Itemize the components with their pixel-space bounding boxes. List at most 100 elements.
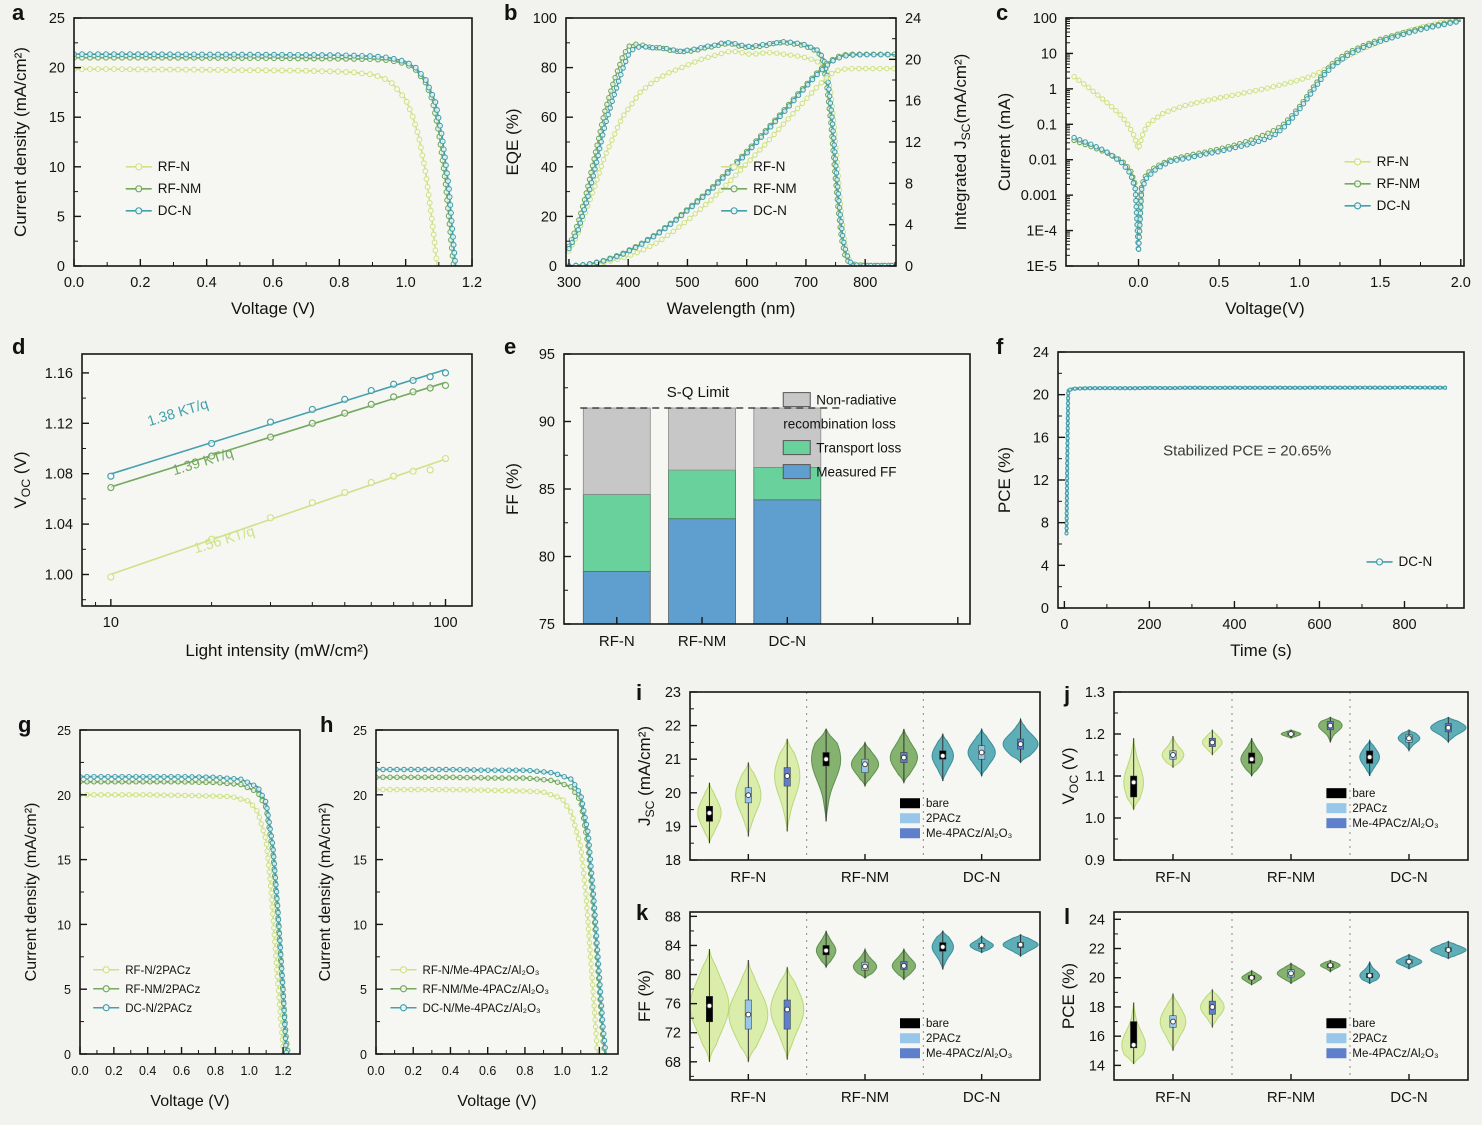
panel-j: j RF-N RF-NM DC-N bare 2PACz Me-4PACz/Al₂O₃ 0.… xyxy=(1056,682,1480,904)
svg-text:0.2: 0.2 xyxy=(105,1064,122,1078)
panel-letter-g: g xyxy=(18,712,32,737)
svg-text:RF-N: RF-N xyxy=(1155,1089,1191,1106)
svg-text:DC-N/Me-4PACz/Al₂O₃: DC-N/Me-4PACz/Al₂O₃ xyxy=(423,1003,542,1015)
svg-text:90: 90 xyxy=(539,415,555,431)
svg-text:12: 12 xyxy=(1033,473,1049,489)
panel-letter-j: j xyxy=(1064,682,1071,707)
svg-text:20: 20 xyxy=(57,789,71,803)
svg-text:21: 21 xyxy=(665,752,681,768)
svg-text:1.0: 1.0 xyxy=(396,275,416,291)
svg-text:5: 5 xyxy=(64,983,71,997)
svg-text:16: 16 xyxy=(1089,1029,1105,1045)
svg-text:Current density (mA/cm²): Current density (mA/cm²) xyxy=(23,803,40,982)
svg-text:400: 400 xyxy=(616,275,640,291)
svg-text:0.1: 0.1 xyxy=(1037,117,1057,133)
svg-text:60: 60 xyxy=(541,110,557,126)
svg-text:20: 20 xyxy=(541,209,557,225)
svg-text:Measured FF: Measured FF xyxy=(816,465,896,480)
svg-text:25: 25 xyxy=(49,11,65,27)
svg-text:0.4: 0.4 xyxy=(197,275,217,291)
svg-text:RF-N: RF-N xyxy=(1377,154,1409,169)
svg-text:100: 100 xyxy=(1033,11,1057,27)
svg-text:12: 12 xyxy=(905,135,921,151)
svg-text:Voltage (V): Voltage (V) xyxy=(231,299,315,318)
svg-text:2PACz: 2PACz xyxy=(926,813,961,825)
svg-text:DC-N/2PACz: DC-N/2PACz xyxy=(125,1003,192,1015)
svg-text:5: 5 xyxy=(57,209,65,225)
svg-text:RF-N: RF-N xyxy=(1155,869,1191,886)
svg-text:Non-radiative: Non-radiative xyxy=(816,393,896,408)
panel-h: h 0.0 0.2 0.4 0.6 0.8 1.0 1.2 0 5 10 15 20 25 Voltage… xyxy=(312,690,630,1120)
svg-text:bare: bare xyxy=(926,798,949,810)
svg-text:25: 25 xyxy=(57,724,71,738)
svg-text:0: 0 xyxy=(57,259,65,275)
svg-text:RF-N: RF-N xyxy=(599,633,635,650)
svg-text:700: 700 xyxy=(794,275,818,291)
svg-text:75: 75 xyxy=(539,617,555,633)
svg-text:18: 18 xyxy=(665,853,681,869)
svg-text:RF-NM: RF-NM xyxy=(678,633,726,650)
chart-a-jv-curves: 0.0 0.2 0.4 0.6 0.8 1.0 1.2 0 5 10 15 20 25 Voltage (… xyxy=(11,11,482,318)
svg-text:14: 14 xyxy=(1089,1058,1105,1074)
svg-text:RF-NM: RF-NM xyxy=(1267,869,1315,886)
svg-text:0.2: 0.2 xyxy=(405,1064,422,1078)
svg-text:Voltage (V): Voltage (V) xyxy=(457,1093,536,1110)
svg-text:RF-N: RF-N xyxy=(753,159,785,174)
svg-text:80: 80 xyxy=(539,550,555,566)
svg-text:1.2: 1.2 xyxy=(462,275,482,291)
svg-text:DC-N: DC-N xyxy=(1377,198,1411,213)
panel-letter-i: i xyxy=(636,680,643,705)
svg-text:Current density (mA/cm²): Current density (mA/cm²) xyxy=(317,803,334,982)
svg-text:24: 24 xyxy=(905,11,921,27)
svg-text:JSC (mA/cm²): JSC (mA/cm²) xyxy=(635,726,657,826)
svg-text:PCE (%): PCE (%) xyxy=(1059,963,1078,1029)
svg-text:Me-4PACz/Al₂O₃: Me-4PACz/Al₂O₃ xyxy=(1352,818,1439,830)
svg-text:20: 20 xyxy=(1033,388,1049,404)
svg-text:600: 600 xyxy=(1307,617,1331,633)
svg-text:0.0: 0.0 xyxy=(64,275,84,291)
svg-text:0.6: 0.6 xyxy=(479,1064,496,1078)
svg-text:0.01: 0.01 xyxy=(1029,153,1057,169)
panel-letter-a: a xyxy=(12,0,25,25)
svg-text:RF-NM/Me-4PACz/Al₂O₃: RF-NM/Me-4PACz/Al₂O₃ xyxy=(423,984,550,996)
svg-text:15: 15 xyxy=(57,854,71,868)
svg-text:23: 23 xyxy=(665,685,681,701)
svg-text:0.9: 0.9 xyxy=(1085,853,1105,869)
chart-e-ff-loss-bars: S-Q Limit RF-N RF-NM DC-N Non-radiative recom… xyxy=(503,347,971,650)
chart-f-stabilized-pce: 0 200 400 600 800 0 4 8 12 16 20 24 Time (s) PCE (%) D… xyxy=(995,345,1465,660)
svg-text:0.8: 0.8 xyxy=(207,1064,224,1078)
svg-text:500: 500 xyxy=(675,275,699,291)
panel-l: l RF-N RF-NM DC-N bare 2PACz Me-4PACz/Al₂O₃ 14… xyxy=(1056,902,1480,1124)
svg-text:0.0: 0.0 xyxy=(71,1064,88,1078)
svg-text:DC-N: DC-N xyxy=(963,1089,1001,1106)
svg-text:Transport loss: Transport loss xyxy=(816,441,901,456)
svg-text:DC-N: DC-N xyxy=(158,203,192,218)
svg-text:400: 400 xyxy=(1222,617,1246,633)
svg-text:1E-4: 1E-4 xyxy=(1026,224,1057,240)
svg-text:DC-N: DC-N xyxy=(769,633,807,650)
panel-letter-l: l xyxy=(1064,904,1071,929)
svg-text:Me-4PACz/Al₂O₃: Me-4PACz/Al₂O₃ xyxy=(926,1048,1013,1060)
svg-text:0: 0 xyxy=(1060,617,1068,633)
svg-text:600: 600 xyxy=(735,275,759,291)
svg-text:1.5: 1.5 xyxy=(1370,275,1390,291)
svg-text:S-Q Limit: S-Q Limit xyxy=(667,384,730,401)
chart-d-voc-intensity: 10 100 1.00 1.04 1.08 1.12 1.16 Light intensity… xyxy=(11,353,473,660)
svg-text:DC-N: DC-N xyxy=(963,869,1001,886)
svg-text:RF-NM/2PACz: RF-NM/2PACz xyxy=(125,984,200,996)
svg-text:1.1: 1.1 xyxy=(1085,769,1105,785)
svg-text:20: 20 xyxy=(905,52,921,68)
svg-text:2.0: 2.0 xyxy=(1451,275,1471,291)
svg-text:40: 40 xyxy=(541,160,557,176)
svg-text:800: 800 xyxy=(1392,617,1416,633)
svg-text:1.3: 1.3 xyxy=(1085,685,1105,701)
svg-text:RF-NM: RF-NM xyxy=(841,1089,889,1106)
svg-text:0.001: 0.001 xyxy=(1021,188,1057,204)
svg-text:0.4: 0.4 xyxy=(139,1064,156,1078)
panel-letter-h: h xyxy=(320,712,334,737)
svg-text:100: 100 xyxy=(533,11,557,27)
svg-text:RF-N: RF-N xyxy=(730,1089,766,1106)
svg-text:recombination loss: recombination loss xyxy=(783,417,896,432)
panel-letter-c: c xyxy=(996,0,1009,25)
svg-text:1.0: 1.0 xyxy=(1085,811,1105,827)
